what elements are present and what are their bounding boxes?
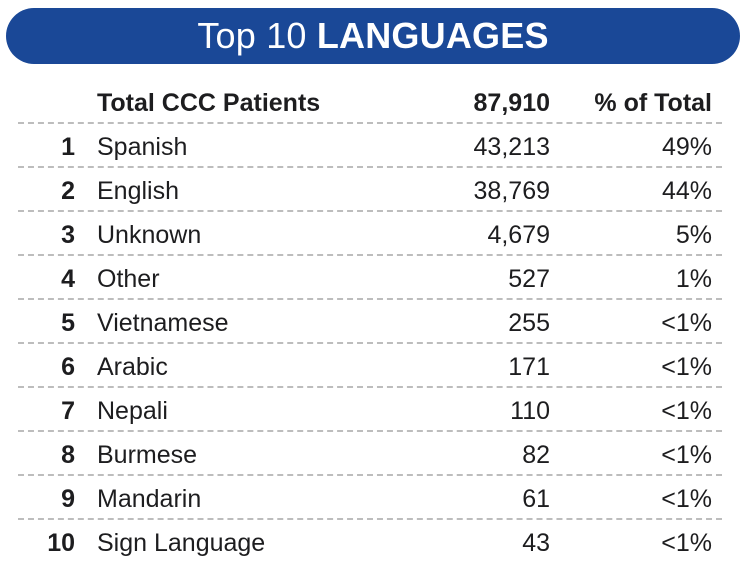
row-pct: <1% — [661, 529, 712, 557]
row-count: 110 — [510, 397, 550, 425]
table-row: 1 Spanish 43,213 49% — [18, 124, 722, 168]
languages-table: Total CCC Patients 87,910 % of Total 1 S… — [18, 80, 722, 564]
row-pct: 5% — [675, 221, 712, 249]
table-row: 4 Other 527 1% — [18, 256, 722, 300]
table-row: 5 Vietnamese 255 <1% — [18, 300, 722, 344]
table-row: 6 Arabic 171 <1% — [18, 344, 722, 388]
table-header-row: Total CCC Patients 87,910 % of Total — [18, 80, 722, 124]
table-row: 3 Unknown 4,679 5% — [18, 212, 722, 256]
row-rank: 8 — [61, 441, 75, 469]
row-rank: 6 — [61, 353, 75, 381]
row-language: Unknown — [97, 221, 202, 249]
title-bold: LANGUAGES — [316, 15, 549, 56]
row-language: English — [97, 177, 179, 205]
row-pct: <1% — [661, 441, 712, 469]
row-rank: 4 — [61, 265, 75, 293]
row-language: Nepali — [97, 397, 168, 425]
row-pct: 49% — [661, 133, 712, 161]
table-row: 10 Sign Language 43 <1% — [18, 520, 722, 564]
row-pct: <1% — [661, 485, 712, 513]
row-count: 255 — [508, 309, 550, 337]
row-language: Arabic — [97, 353, 168, 381]
table-row: 7 Nepali 110 <1% — [18, 388, 722, 432]
header-pct-label: % of Total — [594, 89, 712, 117]
row-count: 527 — [508, 265, 550, 293]
row-pct: <1% — [661, 353, 712, 381]
row-count: 43,213 — [473, 133, 550, 161]
row-count: 61 — [522, 485, 550, 513]
row-rank: 5 — [61, 309, 75, 337]
row-language: Spanish — [97, 133, 188, 161]
row-count: 4,679 — [487, 221, 550, 249]
row-pct: 1% — [675, 265, 712, 293]
row-rank: 10 — [47, 529, 75, 557]
row-rank: 2 — [61, 177, 75, 205]
title-banner: Top 10 LANGUAGES — [6, 8, 740, 64]
row-count: 171 — [508, 353, 550, 381]
table-row: 8 Burmese 82 <1% — [18, 432, 722, 476]
row-language: Other — [97, 265, 160, 293]
row-language: Burmese — [97, 441, 198, 469]
row-rank: 9 — [61, 485, 75, 513]
row-rank: 7 — [61, 397, 75, 425]
title-light: Top 10 — [197, 15, 317, 56]
row-language: Mandarin — [97, 485, 202, 513]
row-language: Sign Language — [97, 529, 266, 557]
row-count: 38,769 — [473, 177, 550, 205]
row-pct: <1% — [661, 397, 712, 425]
row-language: Vietnamese — [97, 309, 229, 337]
row-rank: 1 — [61, 133, 75, 161]
header-total: 87,910 — [473, 89, 550, 117]
table-row: 2 English 38,769 44% — [18, 168, 722, 212]
row-count: 82 — [522, 441, 550, 469]
row-pct: 44% — [661, 177, 712, 205]
table-row: 9 Mandarin 61 <1% — [18, 476, 722, 520]
header-label: Total CCC Patients — [97, 89, 321, 117]
row-count: 43 — [522, 529, 550, 557]
row-rank: 3 — [61, 221, 75, 249]
page-title: Top 10 LANGUAGES — [197, 15, 548, 57]
row-pct: <1% — [661, 309, 712, 337]
